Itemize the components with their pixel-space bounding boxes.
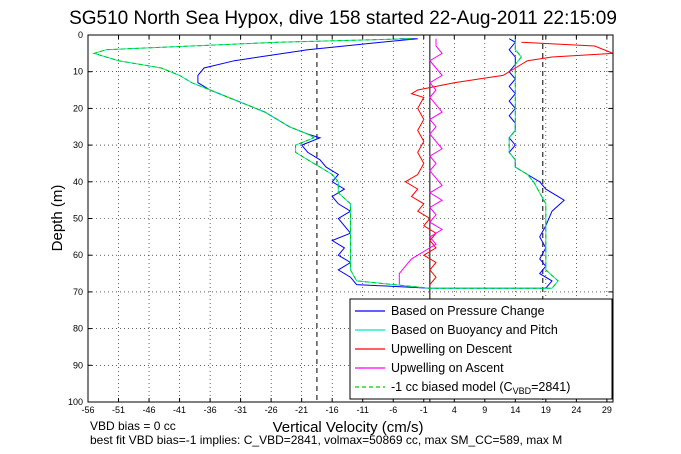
x-tick-label: -6 (389, 405, 397, 415)
chart-title: SG510 North Sea Hypox, dive 158 started … (69, 8, 617, 29)
legend-box (349, 298, 613, 400)
y-tick-label: 60 (73, 250, 83, 260)
legend: Based on Pressure Change Based on Buoyanc… (349, 298, 613, 400)
y-tick-label: 40 (73, 177, 83, 187)
y-tick-label: 70 (73, 287, 83, 297)
plot-area: -56 -51 -46 -41 -36 -31 -26 -21 -16 -11 -6 -1 4 9 14 19… (68, 30, 614, 415)
y-tick-label: 80 (73, 324, 83, 334)
x-tick-label: -21 (295, 405, 308, 415)
y-tick-label: 0 (78, 30, 83, 40)
annotation-best-fit: best fit VBD bias=-1 implies: C_VBD=2841… (90, 433, 562, 447)
x-tick-label: 29 (602, 405, 612, 415)
y-tick-label: 50 (73, 214, 83, 224)
x-tick-label: -31 (234, 405, 247, 415)
x-tick-label: -26 (265, 405, 278, 415)
y-tick-label: 100 (68, 397, 83, 407)
series-line-4 (92, 38, 559, 289)
x-tick-label: -41 (173, 405, 186, 415)
x-tick-label: -56 (81, 405, 94, 415)
series-line-3 (398, 38, 444, 285)
x-tick-label: -1 (420, 405, 428, 415)
x-tick-label: -11 (357, 405, 369, 415)
y-tick-label: 10 (73, 67, 83, 77)
y-tick-label: 90 (73, 360, 83, 370)
x-tick-label: -36 (204, 405, 217, 415)
x-tick-label: 9 (482, 405, 487, 415)
y-axis-label: Depth (m) (49, 185, 66, 252)
y-tick-label: 20 (73, 103, 83, 113)
x-tick-label: 14 (510, 405, 520, 415)
x-axis-label: Vertical Velocity (cm/s) (273, 419, 424, 436)
legend-label-0: Based on Pressure Change (391, 304, 545, 318)
x-tick-label: 19 (541, 405, 551, 415)
legend-label-3: Upwelling on Ascent (391, 361, 504, 375)
legend-label-4: -1 cc biased model (CVBD=2841) (391, 380, 570, 396)
legend-label-1: Based on Buoyancy and Pitch (391, 323, 558, 337)
x-tick-label: -46 (143, 405, 156, 415)
annotation-vbd-bias: VBD bias = 0 cc (90, 419, 176, 433)
legend-label-2: Upwelling on Descent (391, 342, 512, 356)
y-tick-label: 30 (73, 140, 83, 150)
x-tick-label: 24 (571, 405, 581, 415)
x-tick-label: -51 (112, 405, 125, 415)
x-tick-label: -16 (326, 405, 339, 415)
series-line-2 (404, 41, 614, 285)
x-tick-label: 4 (452, 405, 457, 415)
